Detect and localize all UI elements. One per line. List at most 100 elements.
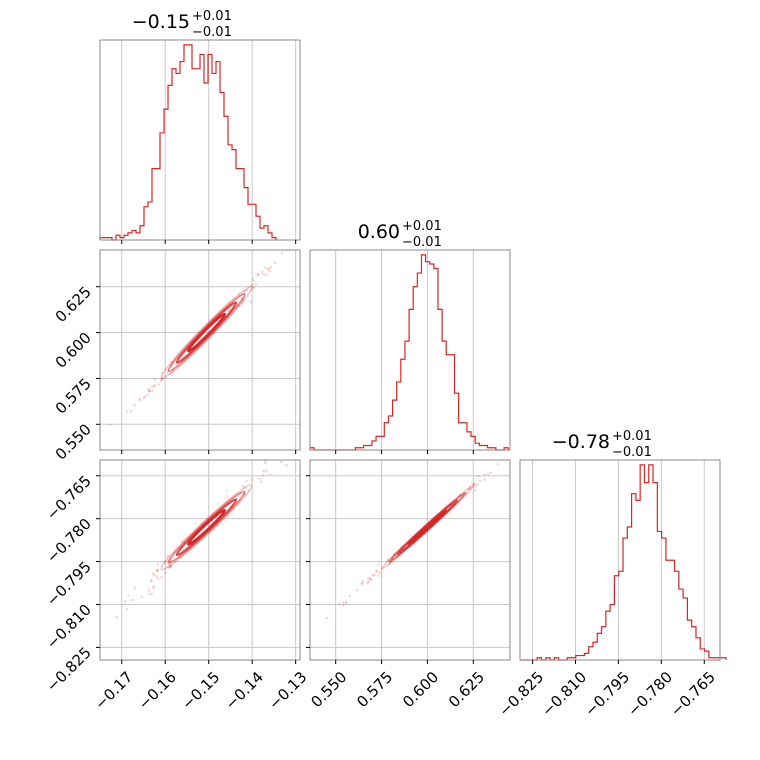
sample-point xyxy=(477,475,480,478)
sample-point xyxy=(285,464,288,467)
sample-point xyxy=(146,393,149,397)
sample-point xyxy=(476,483,480,486)
sample-point xyxy=(245,479,248,483)
sample-point xyxy=(348,594,352,598)
sample-point xyxy=(435,512,438,515)
sample-point xyxy=(115,616,118,619)
sample-point xyxy=(166,371,169,375)
y-tick-label: 0.625 xyxy=(52,283,95,326)
sample-point xyxy=(168,566,172,569)
sample-point xyxy=(153,384,156,387)
sample-point xyxy=(267,267,271,270)
y-tick-label: −0.825 xyxy=(43,644,95,696)
sample-point xyxy=(264,460,267,463)
sample-point xyxy=(256,273,259,276)
sample-point xyxy=(148,389,152,392)
sample-point xyxy=(378,571,382,574)
sample-point xyxy=(250,284,253,288)
sample-point xyxy=(489,471,493,475)
sample-point xyxy=(169,559,173,562)
sample-point xyxy=(355,588,359,592)
sample-point xyxy=(169,564,173,567)
sample-point xyxy=(151,572,154,575)
sample-point xyxy=(264,273,268,277)
panel-frame xyxy=(99,39,301,241)
y-tick-label: −0.765 xyxy=(43,472,95,524)
sample-point xyxy=(269,265,273,269)
sample-point xyxy=(155,568,159,571)
sample-point xyxy=(243,485,246,489)
panel-frame xyxy=(309,249,511,451)
sample-point xyxy=(129,409,133,413)
sample-point xyxy=(153,377,156,381)
sample-point xyxy=(138,399,141,402)
sample-point xyxy=(410,534,413,537)
sample-point xyxy=(152,573,156,577)
sample-point xyxy=(160,377,164,381)
sample-point xyxy=(147,389,151,393)
sample-point xyxy=(386,558,390,561)
sample-point xyxy=(264,266,267,270)
sample-point xyxy=(167,554,170,558)
sample-point xyxy=(181,539,184,542)
sample-point xyxy=(160,372,163,375)
sample-point xyxy=(345,600,348,603)
histogram-title: −0.15 xyxy=(132,11,190,33)
sample-point xyxy=(160,378,164,381)
histogram-line xyxy=(309,254,509,451)
sample-point xyxy=(264,469,268,473)
sample-point xyxy=(157,383,160,386)
sample-point xyxy=(169,565,172,569)
sample-point xyxy=(206,515,209,518)
sample-point xyxy=(473,489,477,492)
title-upper-error: +0.01 xyxy=(612,429,652,444)
sample-point xyxy=(150,580,153,583)
sample-point xyxy=(360,582,364,586)
x-tick-label: −0.16 xyxy=(135,668,180,713)
histogram-title: −0.78 xyxy=(552,431,610,453)
sample-point xyxy=(280,251,284,255)
sample-point xyxy=(225,489,229,492)
x-tick-label: −0.795 xyxy=(581,668,633,720)
density-contour xyxy=(160,285,253,380)
sample-point xyxy=(280,460,283,464)
sample-point xyxy=(472,485,476,488)
x-tick-label: 0.550 xyxy=(307,668,350,711)
x-tick-label: −0.15 xyxy=(178,668,223,713)
sample-point xyxy=(140,595,143,599)
sample-point xyxy=(377,574,380,577)
sample-point xyxy=(373,573,376,577)
sample-point xyxy=(247,489,250,492)
scatter-contour-panel: −0.17−0.16−0.15−0.14−0.13−0.825−0.810−0.… xyxy=(43,459,310,713)
sample-point xyxy=(274,261,277,265)
sample-point xyxy=(133,404,136,407)
sample-point xyxy=(473,482,477,485)
sample-point xyxy=(210,326,213,329)
sample-point xyxy=(226,310,230,313)
sample-point xyxy=(127,594,130,597)
sample-point xyxy=(174,363,177,366)
sample-point xyxy=(269,472,272,476)
sample-point xyxy=(341,601,345,604)
sample-point xyxy=(249,300,252,303)
sample-point xyxy=(468,485,472,488)
sample-point xyxy=(240,301,244,304)
sample-point xyxy=(368,578,372,581)
sample-point xyxy=(171,370,174,374)
sample-point xyxy=(483,473,486,476)
histogram-panel: −0.15 +0.01−0.01 xyxy=(99,9,301,244)
sample-point xyxy=(238,293,241,296)
title-lower-error: −0.01 xyxy=(192,25,232,40)
sample-point xyxy=(153,384,156,388)
sample-point xyxy=(221,522,225,526)
sample-point xyxy=(224,519,228,523)
panel-frame xyxy=(99,459,301,661)
sample-point xyxy=(245,288,249,292)
sample-point xyxy=(156,569,160,572)
sample-point xyxy=(165,555,169,558)
sample-point xyxy=(159,379,163,383)
sample-point xyxy=(131,598,134,602)
sample-point xyxy=(182,536,186,540)
sample-point xyxy=(147,589,150,592)
